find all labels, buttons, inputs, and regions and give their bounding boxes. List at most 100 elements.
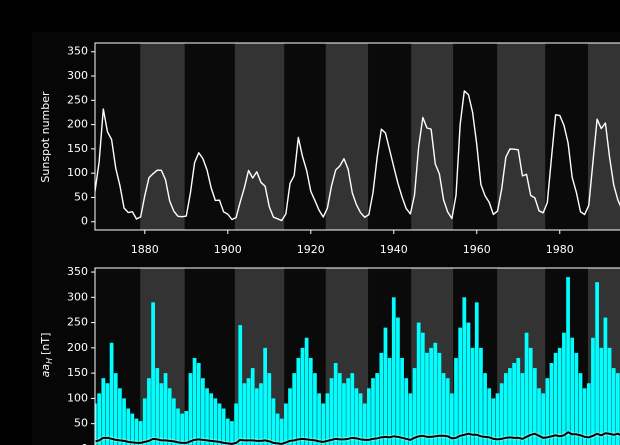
- y-tick-label: 250: [67, 93, 88, 106]
- bar: [192, 357, 197, 445]
- bar: [321, 403, 326, 445]
- y-tick-label: 150: [67, 366, 88, 379]
- bar: [479, 347, 483, 445]
- bar: [171, 398, 176, 445]
- bar: [408, 393, 413, 445]
- bar: [325, 393, 330, 445]
- bar: [445, 378, 450, 445]
- bar: [387, 357, 392, 445]
- bar: [95, 403, 97, 445]
- bar: [101, 378, 106, 445]
- y-tick-label: 300: [67, 290, 88, 303]
- bar: [578, 373, 583, 445]
- bar: [549, 363, 554, 445]
- y-tick-label: 100: [67, 166, 88, 179]
- bar: [491, 398, 496, 445]
- bar: [337, 373, 342, 445]
- bar: [284, 403, 288, 445]
- bar: [250, 368, 255, 445]
- bar: [383, 327, 388, 445]
- bar: [416, 322, 421, 445]
- bar: [147, 378, 151, 445]
- bar: [342, 383, 346, 445]
- bar: [499, 383, 504, 445]
- bar: [466, 322, 471, 445]
- bar: [196, 363, 201, 445]
- bar: [557, 347, 562, 445]
- bar: [263, 347, 268, 445]
- bar: [404, 378, 409, 445]
- bar: [138, 421, 143, 445]
- bar: [180, 413, 185, 445]
- bar: [429, 347, 433, 445]
- bar: [371, 378, 375, 445]
- line: [95, 90, 620, 222]
- y-tick-label: 200: [67, 118, 88, 131]
- y-axis-label-main: aa: [39, 364, 52, 378]
- bar: [528, 347, 533, 445]
- bar: [167, 388, 172, 445]
- bar: [537, 388, 541, 445]
- y-axis-label-sub: H: [45, 358, 54, 364]
- cycle-band: [325, 43, 369, 230]
- bar: [520, 373, 525, 445]
- bar: [508, 368, 512, 445]
- y-tick-label: 50: [74, 190, 88, 203]
- bar: [611, 368, 616, 445]
- bar: [134, 418, 139, 445]
- bar: [296, 357, 301, 445]
- bar: [570, 337, 575, 445]
- plot-area: [95, 268, 620, 445]
- bar: [163, 373, 168, 445]
- bar: [225, 418, 230, 445]
- bar: [441, 373, 446, 445]
- bar: [259, 383, 263, 445]
- x-tick-label: 1980: [546, 243, 574, 256]
- bar: [458, 327, 463, 445]
- bar: [591, 337, 595, 445]
- bar: [553, 352, 558, 445]
- bar: [205, 388, 209, 445]
- bar: [234, 403, 238, 445]
- bar: [603, 317, 608, 445]
- y-tick-label: 350: [67, 45, 88, 58]
- bar: [267, 373, 272, 445]
- bar: [329, 378, 334, 445]
- bar: [159, 383, 164, 445]
- bar: [541, 393, 546, 445]
- bar: [391, 297, 396, 445]
- bar: [184, 411, 189, 445]
- bar: [105, 383, 110, 445]
- x-tick-label: 1920: [297, 243, 325, 256]
- bar: [313, 373, 317, 445]
- bar: [487, 388, 492, 445]
- axes-frame: [94, 42, 620, 231]
- bar: [483, 373, 487, 445]
- bar: [292, 373, 297, 445]
- bar: [176, 408, 180, 445]
- bar: [354, 388, 359, 445]
- bar: [304, 337, 309, 445]
- bar: [462, 297, 467, 445]
- bar: [532, 368, 537, 445]
- bar: [454, 357, 458, 445]
- bar: [275, 413, 280, 445]
- y-axis-label-unit: [nT]: [39, 333, 52, 355]
- y-axis-label: Sunspot number: [39, 91, 52, 183]
- bar: [595, 282, 599, 445]
- bar: [209, 393, 214, 445]
- bar: [599, 347, 604, 445]
- x-tick-label: 1880: [131, 243, 159, 256]
- bar: [379, 352, 384, 445]
- plot-area: [95, 43, 620, 230]
- bar: [230, 421, 234, 445]
- cycle-band: [497, 43, 546, 230]
- bar: [358, 393, 363, 445]
- bar: [470, 347, 475, 445]
- bar: [113, 373, 118, 445]
- bar: [97, 393, 102, 445]
- bar: [503, 373, 508, 445]
- bar: [582, 388, 587, 445]
- bar: [566, 277, 570, 445]
- bar: [574, 352, 579, 445]
